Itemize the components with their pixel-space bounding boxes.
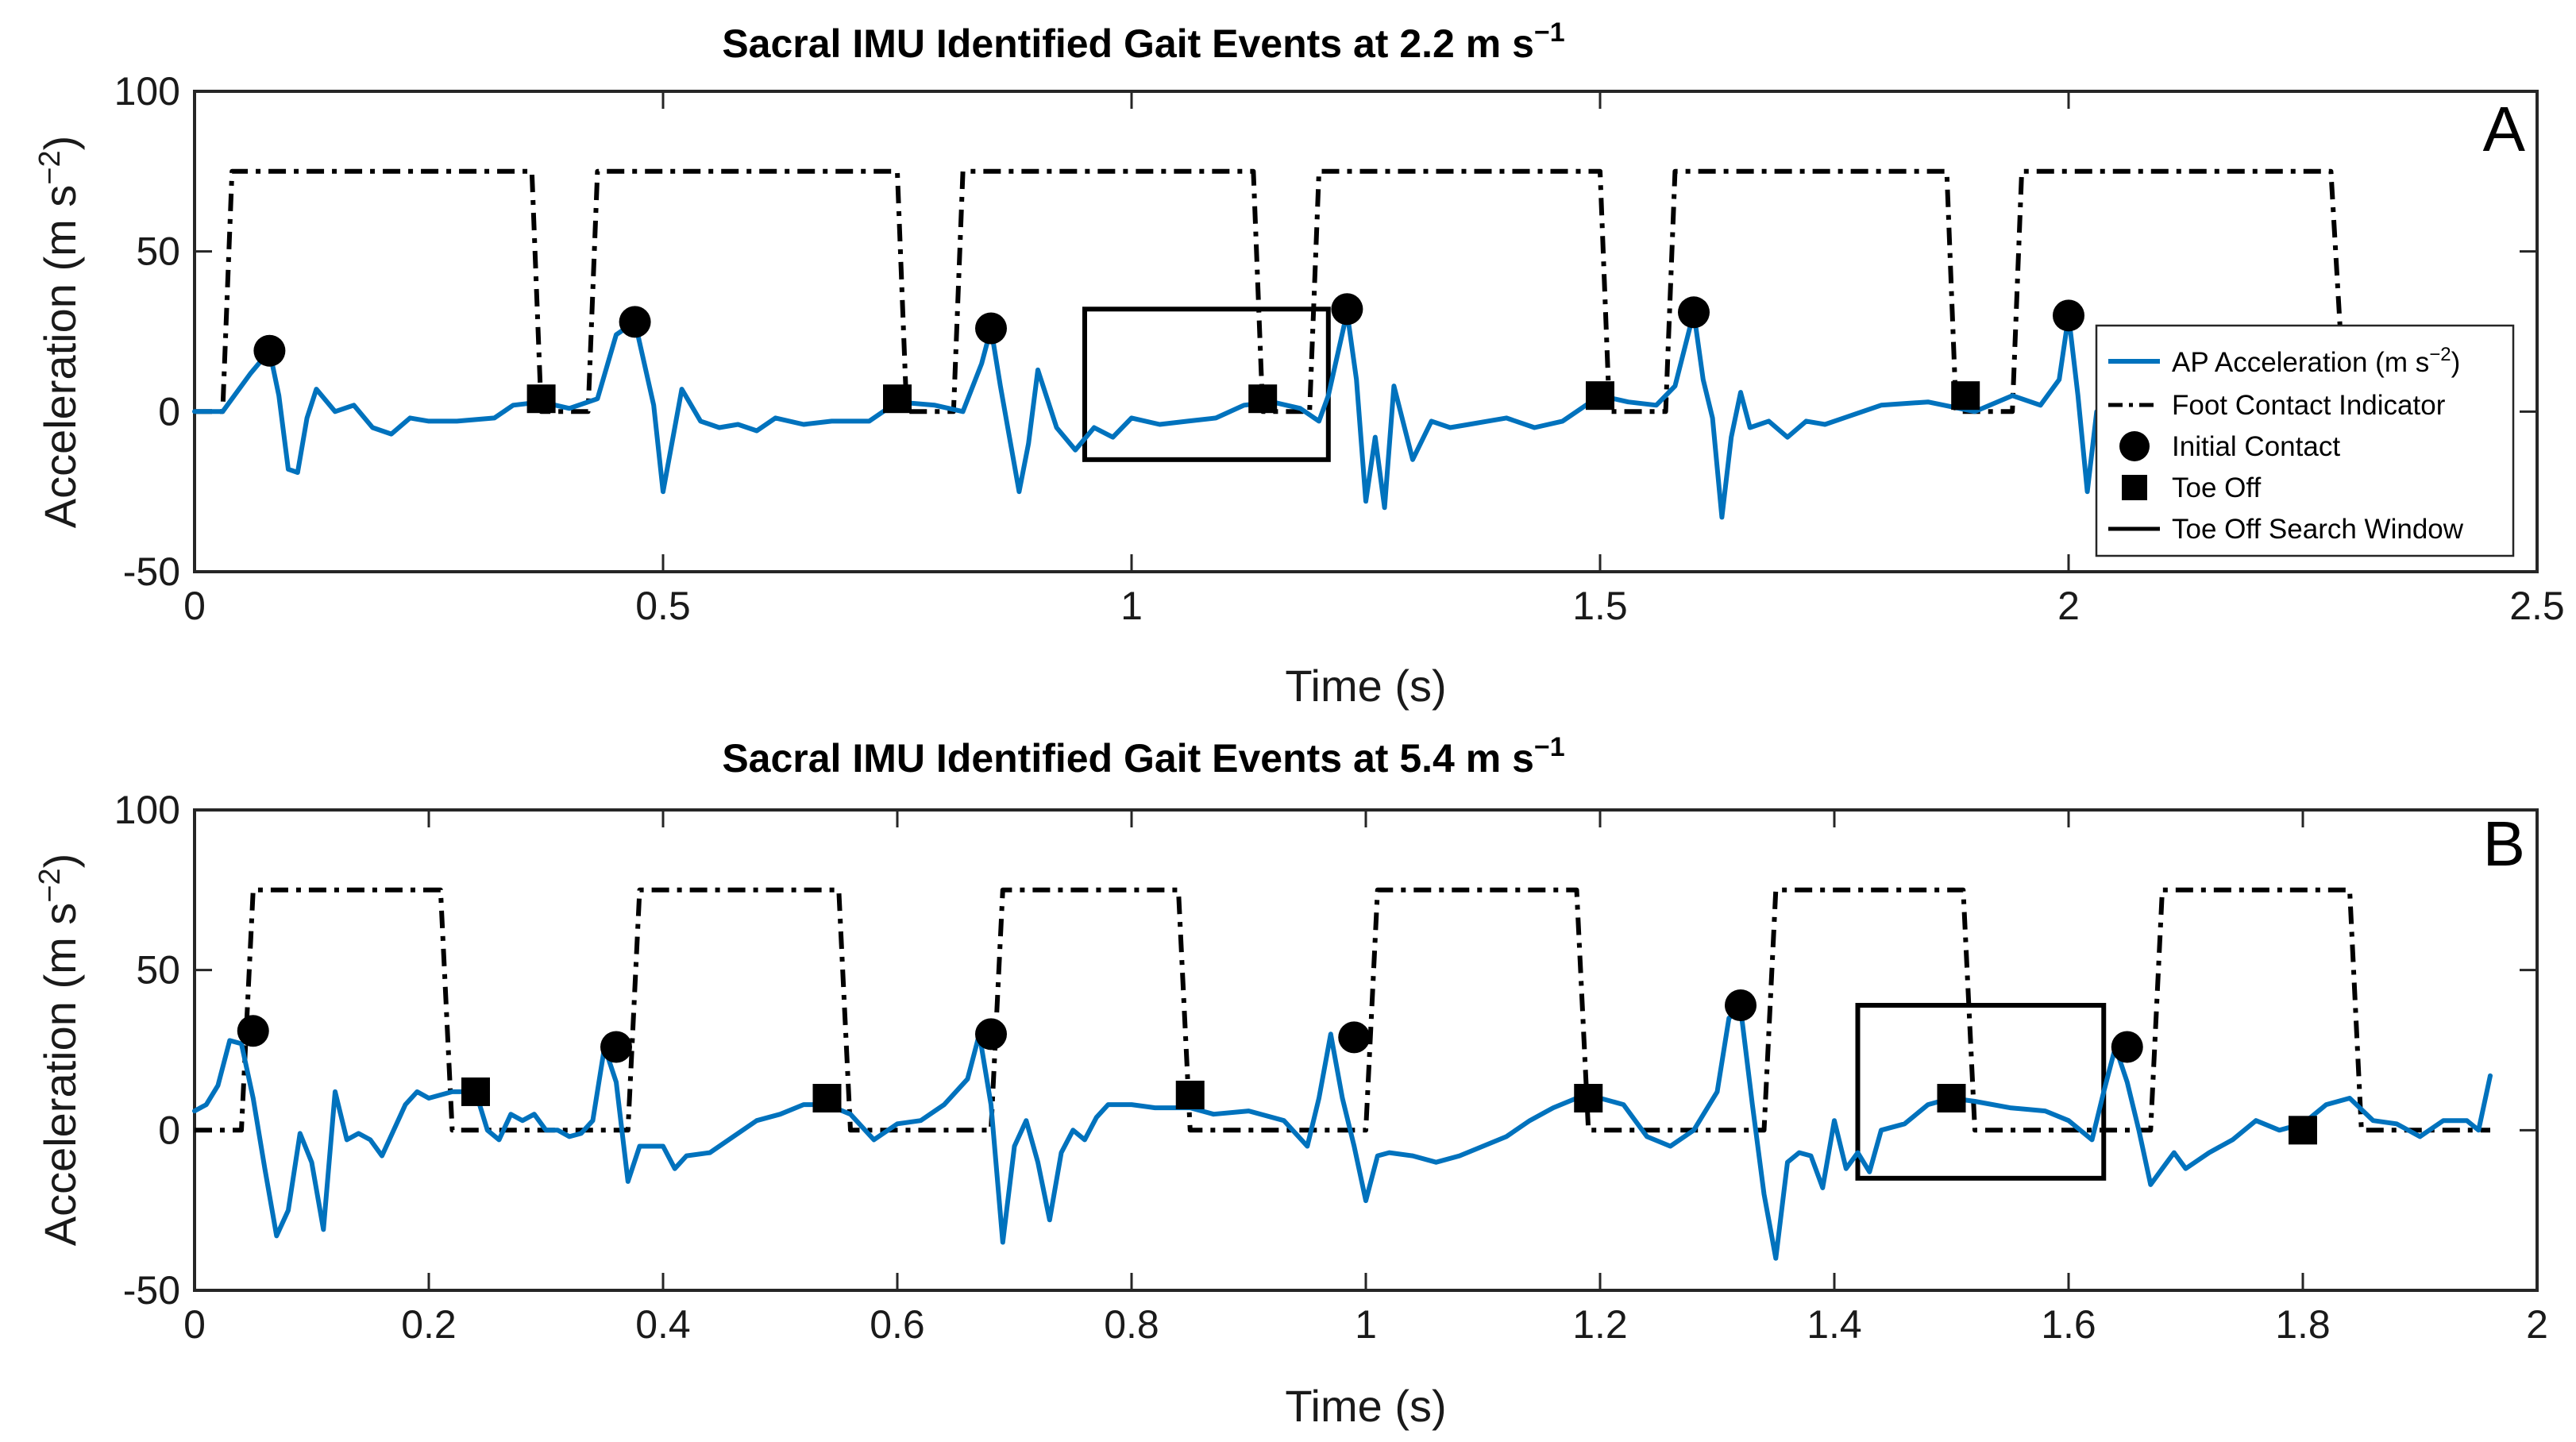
initial-contact-marker [975, 312, 1007, 345]
x-tick-label: 1.2 [1572, 1302, 1628, 1347]
initial-contact-marker [237, 1015, 269, 1047]
legend-initial-contact-swatch [2119, 431, 2150, 461]
toe-off-marker [526, 384, 556, 414]
x-tick-label: 1 [1355, 1302, 1377, 1347]
legend-indicator-label: Foot Contact Indicator [2172, 390, 2446, 421]
x-tick-label: 0.8 [1104, 1302, 1159, 1347]
initial-contact-marker [975, 1018, 1007, 1051]
x-tick-label: 1.5 [1572, 584, 1628, 628]
x-tick-label: 0.2 [401, 1302, 457, 1347]
y-tick-label: 100 [114, 788, 180, 832]
initial-contact-marker [2111, 1031, 2143, 1063]
panel-b-xlabel: Time (s) [1285, 1381, 1446, 1431]
x-tick-label: 0.6 [870, 1302, 925, 1347]
toe-off-search-window [1855, 1003, 2107, 1181]
y-tick-label: 50 [136, 229, 180, 274]
ap-acceleration-line [192, 310, 2109, 520]
panel-a-search-window-layer [1082, 307, 1331, 462]
panel-b-search-window-layer [1855, 1003, 2107, 1181]
x-tick-label: 0 [183, 584, 206, 628]
panel-b-letter: B [2483, 808, 2525, 879]
toe-off-marker [1248, 384, 1278, 414]
ap-acceleration-line [192, 1006, 2493, 1261]
initial-contact-marker [253, 334, 286, 367]
y-tick-label: -50 [123, 549, 180, 594]
panel-a-xlabel: Time (s) [1285, 661, 1446, 711]
toe-off-marker [883, 384, 912, 414]
panel-b-lines [192, 887, 2493, 1261]
toe-off-marker [812, 1084, 842, 1112]
panel-a: Sacral IMU Identified Gait Events at 2.2… [33, 17, 2565, 711]
x-tick-label: 2 [2526, 1302, 2548, 1347]
initial-contact-marker [1338, 1021, 1371, 1054]
initial-contact-marker [600, 1031, 632, 1063]
y-tick-label: 100 [114, 69, 180, 114]
panel-b-axes-box [193, 808, 2539, 1292]
toe-off-marker [461, 1077, 490, 1106]
x-tick-label: 1 [1120, 584, 1143, 628]
toe-off-marker [1951, 381, 1980, 411]
toe-off-marker [1586, 381, 1614, 411]
panel-a-letter: A [2483, 94, 2526, 164]
panel-a-lines [192, 168, 2343, 520]
panel-a-ylabel: Acceleration (m s−2) [33, 136, 85, 529]
y-tick-label: 0 [158, 389, 180, 434]
legend-toe-off-swatch [2122, 475, 2147, 500]
x-tick-label: 0.5 [635, 584, 691, 628]
panel-b-title: Sacral IMU Identified Gait Events at 5.4… [722, 732, 1564, 781]
foot-contact-indicator-line [195, 887, 2490, 1133]
x-tick-label: 2.5 [2509, 584, 2565, 628]
panel-b-markers [237, 989, 2317, 1145]
toe-off-marker [1937, 1084, 1966, 1112]
x-tick-label: 2 [2057, 584, 2080, 628]
initial-contact-marker [1725, 989, 1757, 1022]
panel-a-axes-box [193, 90, 2539, 573]
legend-initial-contact-label: Initial Contact [2172, 431, 2340, 462]
x-tick-label: 0.4 [635, 1302, 691, 1347]
y-tick-label: -50 [123, 1268, 180, 1313]
foot-contact-indicator-line [195, 168, 2343, 414]
legend-search-window-label: Toe Off Search Window [2172, 514, 2464, 545]
panel-a-title: Sacral IMU Identified Gait Events at 2.2… [722, 17, 1564, 66]
panel-a-markers [253, 293, 2084, 414]
legend-accel-label: AP Acceleration (m s−2) [2172, 344, 2460, 378]
y-tick-label: 50 [136, 948, 180, 993]
legend-toe-off-label: Toe Off [2172, 472, 2261, 503]
panel-b: Sacral IMU Identified Gait Events at 5.4… [33, 732, 2548, 1431]
toe-off-marker [1175, 1080, 1205, 1109]
initial-contact-marker [2053, 299, 2084, 332]
legend-box [2095, 324, 2515, 557]
toe-off-marker [1574, 1084, 1603, 1112]
panel-b-ylabel: Acceleration (m s−2) [33, 854, 85, 1247]
x-tick-label: 1.4 [1807, 1302, 1862, 1347]
x-tick-label: 0 [183, 1302, 206, 1347]
initial-contact-marker [619, 306, 651, 338]
toe-off-search-window [1082, 307, 1331, 462]
initial-contact-marker [1678, 296, 1710, 329]
toe-off-marker [2289, 1116, 2317, 1145]
x-tick-label: 1.8 [2275, 1302, 2331, 1347]
x-tick-label: 1.6 [2041, 1302, 2096, 1347]
y-tick-label: 0 [158, 1108, 180, 1152]
legend: AP Acceleration (m s−2) Foot Contact Ind… [2095, 324, 2515, 557]
initial-contact-marker [1331, 293, 1363, 326]
